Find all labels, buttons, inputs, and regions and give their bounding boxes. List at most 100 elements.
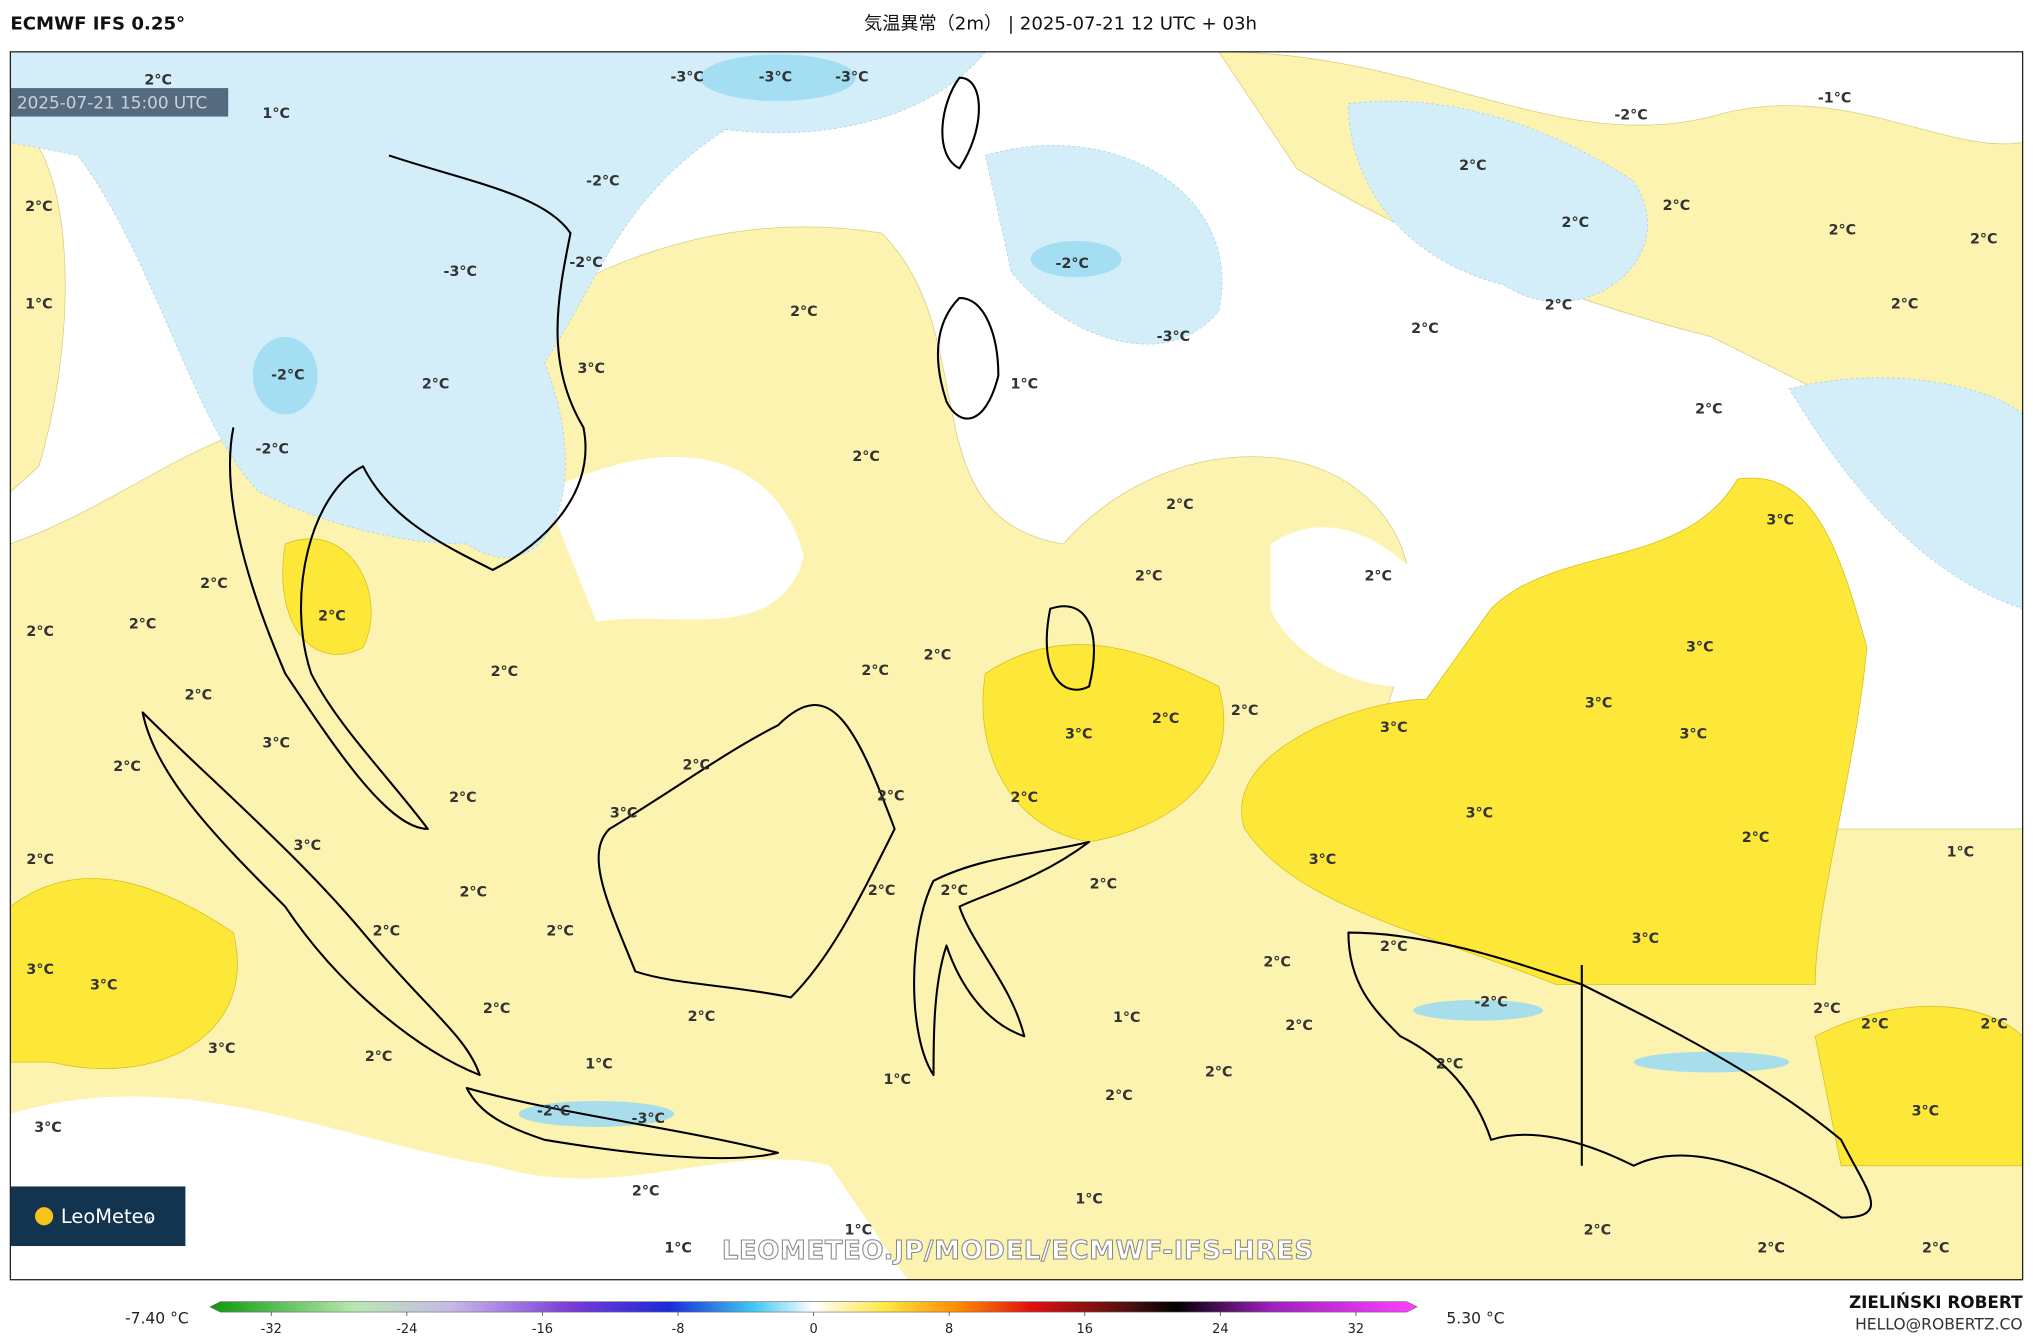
- map-title: 気温異常（2m） | 2025-07-21 12 UTC + 03h: [864, 14, 1257, 35]
- contour-label: 1°C: [1113, 1010, 1141, 1026]
- contour-label: 3°C: [1466, 805, 1494, 821]
- contour-label: 2°C: [1562, 215, 1590, 231]
- contour-label: 2°C: [632, 1184, 660, 1200]
- contour-label: 2°C: [688, 1009, 716, 1025]
- contour-label: 2°C: [1166, 497, 1194, 513]
- colorbar-tick-label: -32: [261, 1322, 282, 1337]
- contour-label: 2°C: [1459, 158, 1487, 174]
- contour-label: 2°C: [1135, 568, 1163, 584]
- contour-label: 2°C: [861, 663, 889, 679]
- contour-label: 1°C: [1947, 844, 1975, 860]
- contour-labels: -3°C -3°C -3°C 1°C 2°C 2°C 1°C -2°C -2°C -3°C -2°C…: [25, 70, 2008, 1257]
- contour-label: 2°C: [1090, 877, 1118, 893]
- contour-label: -2°C: [256, 441, 289, 457]
- contour-label: 2°C: [1584, 1222, 1612, 1238]
- contour-label: 2°C: [483, 1001, 511, 1017]
- colorbar: -32 -24 -16 -8 0 8 16 24 32: [209, 1301, 1418, 1337]
- contour-label: 1°C: [1075, 1191, 1103, 1207]
- contour-label: -2°C: [569, 255, 602, 271]
- contour-label: 2°C: [1545, 298, 1573, 314]
- contour-label: 2°C: [546, 923, 574, 939]
- contour-label: 2°C: [491, 664, 519, 680]
- contour-label: 2°C: [25, 199, 53, 215]
- contour-label: 3°C: [208, 1041, 236, 1057]
- contour-label: 1°C: [1011, 377, 1039, 393]
- contour-label: 2°C: [1411, 321, 1439, 337]
- colorbar-tick-label: 16: [1077, 1322, 1093, 1337]
- contour-label: -2°C: [1614, 107, 1647, 123]
- author: ZIELIŃSKI ROBERT: [1849, 1291, 2023, 1312]
- contour-label: 2°C: [924, 647, 952, 663]
- contour-label: 3°C: [1912, 1103, 1940, 1119]
- colorbar-tick-label: -24: [396, 1322, 417, 1337]
- contour-label: 2°C: [1285, 1018, 1313, 1034]
- contour-label: 2°C: [1742, 830, 1770, 846]
- colorbar-min: -7.40 °C: [125, 1310, 189, 1328]
- contour-label: 2°C: [1152, 711, 1180, 727]
- contour-label: 2°C: [1829, 223, 1857, 239]
- contour-label: 2°C: [185, 688, 213, 704]
- contour-label: 2°C: [1891, 296, 1919, 312]
- contour-label: 1°C: [262, 106, 290, 122]
- contour-label: 2°C: [129, 616, 157, 632]
- contour-label: 1°C: [585, 1057, 613, 1073]
- contour-label: -3°C: [835, 70, 868, 86]
- contour-label: 2°C: [373, 923, 401, 939]
- contour-label: 3°C: [1680, 726, 1708, 742]
- colorbar-tick-label: 8: [945, 1322, 953, 1337]
- contour-label: 2°C: [1263, 954, 1291, 970]
- contour-label: 2°C: [1011, 790, 1039, 806]
- contour-label: 2°C: [1980, 1017, 2008, 1033]
- contour-label: 2°C: [1922, 1241, 1950, 1257]
- model-name: ECMWF IFS 0.25°: [10, 14, 185, 35]
- contour-label: 3°C: [1065, 726, 1093, 742]
- contour-label: 3°C: [90, 978, 118, 994]
- email: HELLO@ROBERTZ.CO: [1855, 1316, 2023, 1334]
- contour-label: 2°C: [1970, 232, 1998, 248]
- colorbar-tick-label: 32: [1348, 1322, 1364, 1337]
- contour-label: 2°C: [1205, 1064, 1233, 1080]
- contour-label: 2°C: [1436, 1057, 1464, 1073]
- contour-label: 3°C: [1309, 852, 1337, 868]
- contour-label: 2°C: [318, 609, 346, 625]
- contour-label: 2°C: [1231, 703, 1259, 719]
- contour-label: 2°C: [422, 377, 450, 393]
- contour-label: 1°C: [883, 1072, 911, 1088]
- contour-label: 1°C: [845, 1222, 873, 1238]
- contour-label: 2°C: [113, 759, 141, 775]
- contour-label: -3°C: [759, 70, 792, 86]
- contour-label: 3°C: [294, 838, 322, 854]
- contour-label: 1°C: [664, 1241, 692, 1257]
- map-area: 2025-07-21 15:00 UTC -3°C -3°C -3°C 1°C 2°C 2…: [10, 51, 2023, 1280]
- colorbar-tick-label: 0: [809, 1322, 817, 1337]
- contour-label: 3°C: [262, 735, 290, 751]
- contour-label: 3°C: [1585, 695, 1613, 711]
- contour-label: 3°C: [26, 962, 54, 978]
- contour-label: 3°C: [1686, 640, 1714, 656]
- valid-time: 2025-07-21 15:00 UTC: [17, 93, 207, 113]
- colorbar-tick-label: 24: [1212, 1322, 1228, 1337]
- contour-label: 3°C: [1766, 513, 1794, 529]
- logo-name: LeoMeteo: [61, 1205, 156, 1228]
- contour-label: -2°C: [271, 368, 304, 384]
- contour-label: 1°C: [25, 296, 53, 312]
- contour-label: 2°C: [1695, 401, 1723, 417]
- contour-label: 3°C: [1380, 720, 1408, 736]
- contour-label: 2°C: [1813, 1001, 1841, 1017]
- contour-label: 2°C: [877, 789, 905, 805]
- contour-label: 3°C: [1632, 931, 1660, 947]
- contour-label: -1°C: [1818, 90, 1851, 106]
- contour-label: 2°C: [1757, 1241, 1785, 1257]
- contour-label: -2°C: [537, 1103, 570, 1119]
- contour-label: 2°C: [1861, 1017, 1889, 1033]
- contour-label: -3°C: [1157, 329, 1190, 345]
- contour-label: 2°C: [365, 1049, 393, 1065]
- contour-label: 2°C: [941, 883, 969, 899]
- contour-label: -2°C: [1056, 256, 1089, 272]
- contour-label: -2°C: [1474, 995, 1507, 1011]
- contour-label: 2°C: [1364, 568, 1392, 584]
- contour-label: 2°C: [26, 624, 54, 640]
- contour-label: 3°C: [577, 361, 605, 377]
- contour-label: 2°C: [868, 883, 896, 899]
